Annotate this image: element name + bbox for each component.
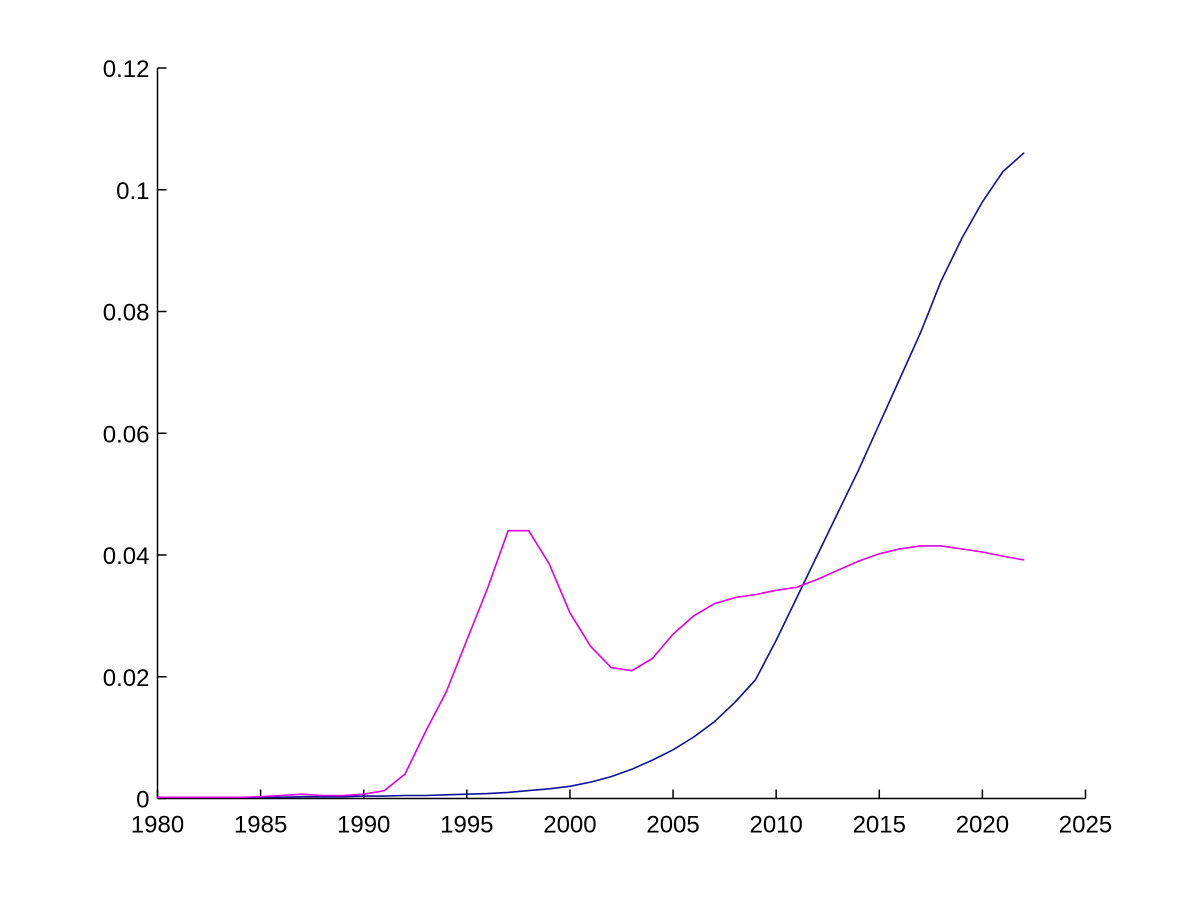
x-tick-label: 1990 bbox=[337, 812, 390, 839]
y-tick-label: 0.12 bbox=[103, 56, 150, 83]
x-tick-label: 2015 bbox=[853, 812, 906, 839]
y-tick-label: 0.04 bbox=[103, 543, 150, 570]
x-tick-label: 2005 bbox=[646, 812, 699, 839]
x-tick-label: 2010 bbox=[749, 812, 802, 839]
y-tick-label: 0.1 bbox=[116, 178, 149, 205]
y-tick-label: 0.02 bbox=[103, 665, 150, 692]
blue-sigmoid-series-line bbox=[156, 152, 1025, 799]
x-tick-label: 1980 bbox=[131, 812, 184, 839]
x-tick-label: 1985 bbox=[234, 812, 287, 839]
x-tick-label: 2000 bbox=[543, 812, 596, 839]
magenta-double-peak-series-line bbox=[156, 529, 1025, 799]
y-tick-label: 0.06 bbox=[103, 421, 150, 448]
x-tick-label: 2020 bbox=[956, 812, 1009, 839]
y-tick-label: 0 bbox=[136, 787, 149, 814]
x-tick-label: 1995 bbox=[440, 812, 493, 839]
x-tick-label: 2025 bbox=[1059, 812, 1112, 839]
y-tick-label: 0.08 bbox=[103, 300, 150, 327]
